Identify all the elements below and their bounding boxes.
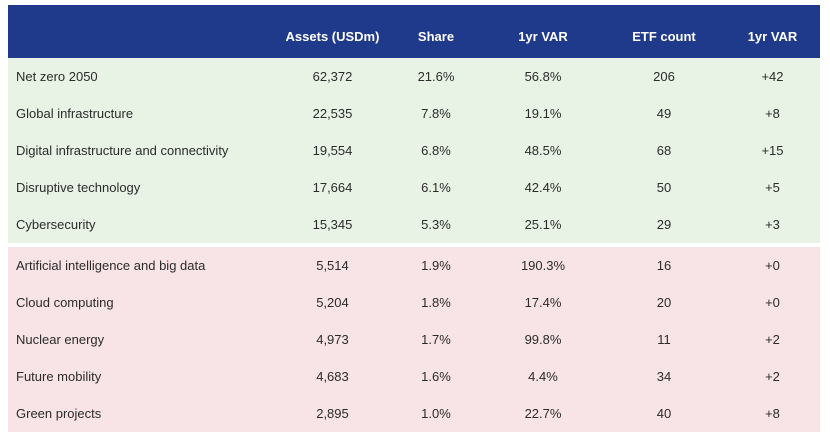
cell-assets: 19,554	[276, 132, 389, 169]
group-divider-cell	[8, 243, 820, 247]
cell-etf-count: 50	[603, 169, 725, 206]
table-row: Global infrastructure 22,535 7.8% 19.1% 49 +8	[8, 95, 820, 132]
etf-themes-table: Assets (USDm) Share 1yr VAR ETF count 1y…	[8, 5, 820, 432]
table-row: Nuclear energy 4,973 1.7% 99.8% 11 +2	[8, 321, 820, 358]
cell-etf-count: 68	[603, 132, 725, 169]
cell-share: 1.0%	[389, 395, 483, 432]
cell-theme: Nuclear energy	[8, 321, 276, 358]
cell-count-var: +8	[725, 395, 820, 432]
table-row: Green projects 2,895 1.0% 22.7% 40 +8	[8, 395, 820, 432]
cell-count-var: +3	[725, 206, 820, 243]
cell-theme: Net zero 2050	[8, 58, 276, 95]
cell-share: 5.3%	[389, 206, 483, 243]
cell-assets: 2,895	[276, 395, 389, 432]
cell-theme: Future mobility	[8, 358, 276, 395]
table-row: Disruptive technology 17,664 6.1% 42.4% 50 +5	[8, 169, 820, 206]
table-row: Cybersecurity 15,345 5.3% 25.1% 29 +3	[8, 206, 820, 243]
header-assets: Assets (USDm)	[276, 5, 389, 58]
cell-assets-var: 48.5%	[483, 132, 603, 169]
cell-assets: 15,345	[276, 206, 389, 243]
cell-etf-count: 20	[603, 284, 725, 321]
cell-count-var: +0	[725, 284, 820, 321]
cell-share: 6.8%	[389, 132, 483, 169]
cell-assets: 22,535	[276, 95, 389, 132]
cell-share: 21.6%	[389, 58, 483, 95]
header-assets-var: 1yr VAR	[483, 5, 603, 58]
cell-count-var: +5	[725, 169, 820, 206]
cell-assets-var: 25.1%	[483, 206, 603, 243]
cell-share: 6.1%	[389, 169, 483, 206]
cell-etf-count: 206	[603, 58, 725, 95]
cell-share: 1.7%	[389, 321, 483, 358]
cell-assets-var: 99.8%	[483, 321, 603, 358]
cell-etf-count: 40	[603, 395, 725, 432]
cell-assets: 17,664	[276, 169, 389, 206]
cell-theme: Green projects	[8, 395, 276, 432]
cell-theme: Artificial intelligence and big data	[8, 247, 276, 284]
table-row: Digital infrastructure and connectivity 1…	[8, 132, 820, 169]
table-body: Net zero 2050 62,372 21.6% 56.8% 206 +42 Globa…	[8, 58, 820, 432]
cell-theme: Digital infrastructure and connectivity	[8, 132, 276, 169]
header-share: Share	[389, 5, 483, 58]
header-row: Assets (USDm) Share 1yr VAR ETF count 1y…	[8, 5, 820, 58]
etf-themes-table-container: Assets (USDm) Share 1yr VAR ETF count 1y…	[8, 5, 820, 432]
cell-assets-var: 17.4%	[483, 284, 603, 321]
header-etf-count: ETF count	[603, 5, 725, 58]
cell-assets-var: 4.4%	[483, 358, 603, 395]
table-row: Future mobility 4,683 1.6% 4.4% 34 +2	[8, 358, 820, 395]
cell-theme: Disruptive technology	[8, 169, 276, 206]
cell-assets-var: 22.7%	[483, 395, 603, 432]
cell-assets: 4,683	[276, 358, 389, 395]
cell-theme: Cloud computing	[8, 284, 276, 321]
table-row: Net zero 2050 62,372 21.6% 56.8% 206 +42	[8, 58, 820, 95]
cell-etf-count: 16	[603, 247, 725, 284]
cell-etf-count: 29	[603, 206, 725, 243]
cell-assets: 5,204	[276, 284, 389, 321]
group-divider	[8, 243, 820, 247]
cell-share: 7.8%	[389, 95, 483, 132]
cell-count-var: +42	[725, 58, 820, 95]
cell-etf-count: 34	[603, 358, 725, 395]
cell-assets-var: 190.3%	[483, 247, 603, 284]
cell-share: 1.6%	[389, 358, 483, 395]
table-row: Artificial intelligence and big data 5,51…	[8, 247, 820, 284]
cell-count-var: +2	[725, 321, 820, 358]
cell-etf-count: 11	[603, 321, 725, 358]
header-theme	[8, 5, 276, 58]
cell-count-var: +2	[725, 358, 820, 395]
cell-theme: Global infrastructure	[8, 95, 276, 132]
cell-assets-var: 56.8%	[483, 58, 603, 95]
cell-count-var: +15	[725, 132, 820, 169]
cell-count-var: +0	[725, 247, 820, 284]
cell-assets: 62,372	[276, 58, 389, 95]
cell-share: 1.8%	[389, 284, 483, 321]
table-row: Cloud computing 5,204 1.8% 17.4% 20 +0	[8, 284, 820, 321]
cell-count-var: +8	[725, 95, 820, 132]
cell-share: 1.9%	[389, 247, 483, 284]
header-count-var: 1yr VAR	[725, 5, 820, 58]
cell-etf-count: 49	[603, 95, 725, 132]
cell-theme: Cybersecurity	[8, 206, 276, 243]
cell-assets-var: 42.4%	[483, 169, 603, 206]
cell-assets: 5,514	[276, 247, 389, 284]
cell-assets: 4,973	[276, 321, 389, 358]
cell-assets-var: 19.1%	[483, 95, 603, 132]
